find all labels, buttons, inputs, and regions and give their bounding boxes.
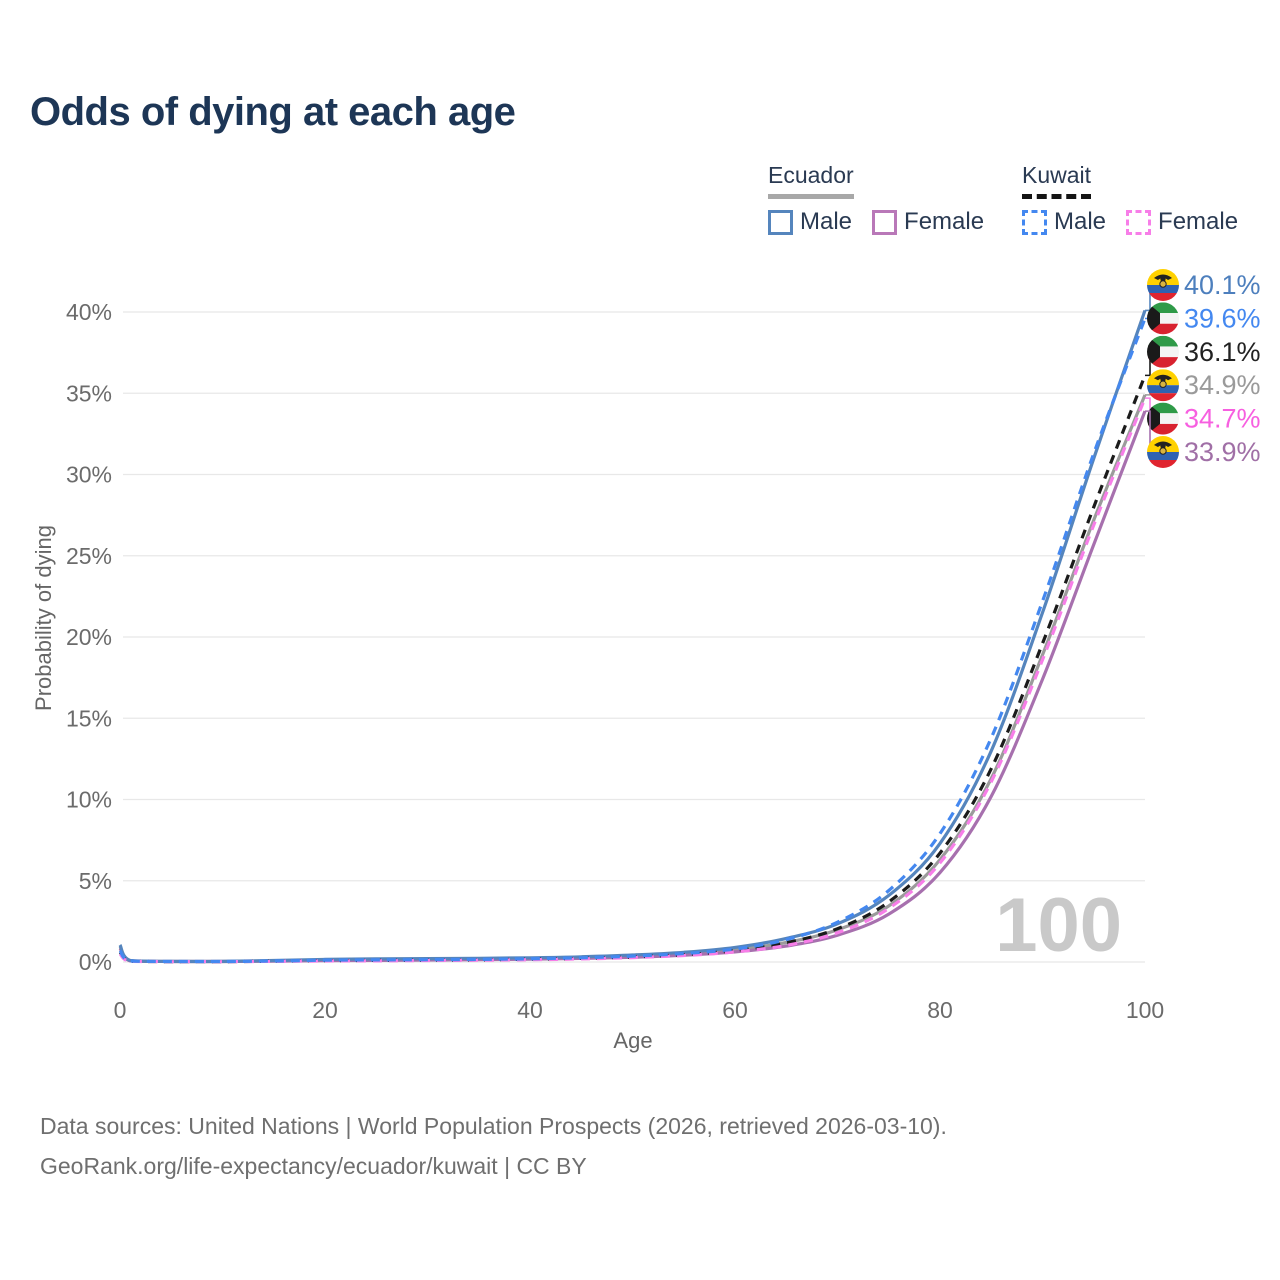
y-tick-label: 10%: [66, 787, 112, 813]
y-tick-label: 5%: [79, 868, 112, 894]
ecuador-all-end-label: 34.9%: [1184, 370, 1261, 400]
legend-group-ecuador: Ecuador Male Female: [768, 162, 984, 236]
legend-swatch-ecuador-male[interactable]: [768, 209, 793, 235]
footer-data-sources: Data sources: United Nations | World Pop…: [40, 1113, 947, 1139]
legend-group-kuwait: Kuwait Male Female: [1022, 162, 1238, 236]
kuwait-female-line[interactable]: [118, 397, 1147, 964]
kuwait-all-line[interactable]: [118, 374, 1147, 964]
legend-swatch-kuwait-female[interactable]: [1126, 209, 1152, 235]
x-tick-label: 60: [722, 997, 748, 1023]
y-tick-label: 35%: [66, 380, 112, 406]
ecuador-flag-icon: [1147, 369, 1179, 402]
y-tick-label: 15%: [66, 705, 112, 731]
ecuador-flag-icon: [1147, 436, 1179, 468]
kuwait-flag-icon: [1147, 335, 1179, 368]
footer: Data sources: United Nations | World Pop…: [40, 1106, 947, 1187]
x-tick-label: 0: [114, 997, 127, 1023]
x-tick-label: 20: [312, 997, 338, 1023]
legend-swatch-kuwait-male[interactable]: [1022, 209, 1047, 235]
legend-label-ecuador-male[interactable]: Male: [800, 208, 853, 235]
legend-country-ecuador[interactable]: Ecuador: [768, 162, 854, 199]
kuwait-male-end-label: 39.6%: [1184, 303, 1261, 333]
kuwait-flag-icon: [1147, 402, 1179, 435]
kuwait-all-end-label: 36.1%: [1184, 337, 1261, 367]
y-axis-title: Probability of dying: [31, 525, 56, 711]
ecuador-male-line[interactable]: [118, 309, 1147, 964]
x-axis-title: Age: [613, 1028, 653, 1053]
ecuador-all-line[interactable]: [118, 394, 1147, 964]
y-tick-label: 20%: [66, 624, 112, 650]
legend-label-ecuador-female[interactable]: Female: [904, 208, 985, 235]
x-tick-label: 40: [517, 997, 543, 1023]
x-tick-label: 80: [927, 997, 953, 1023]
age-counter-watermark: 100: [995, 883, 1122, 968]
page-title: Odds of dying at each age: [30, 90, 516, 134]
y-tick-label: 40%: [66, 299, 112, 325]
kuwait-flag-icon: [1147, 302, 1179, 335]
ecuador-flag-icon: [1147, 269, 1179, 301]
x-tick-label: 100: [1126, 997, 1164, 1023]
legend-country-kuwait[interactable]: Kuwait: [1022, 162, 1092, 199]
y-tick-label: 25%: [66, 543, 112, 569]
kuwait-male-line[interactable]: [118, 317, 1147, 964]
ecuador-female-end-label: 33.9%: [1184, 437, 1261, 467]
legend-label-kuwait-male[interactable]: Male: [1054, 208, 1107, 235]
ecuador-female-line[interactable]: [118, 410, 1147, 964]
legend-swatch-ecuador-female[interactable]: [872, 209, 898, 235]
footer-attribution: GeoRank.org/life-expectancy/ecuador/kuwa…: [40, 1153, 587, 1180]
kuwait-female-end-label: 34.7%: [1184, 404, 1261, 434]
y-tick-label: 0%: [79, 949, 112, 975]
ecuador-male-end-label: 40.1%: [1184, 270, 1261, 300]
y-tick-label: 30%: [66, 462, 112, 488]
legend-label-kuwait-female[interactable]: Female: [1158, 208, 1239, 235]
